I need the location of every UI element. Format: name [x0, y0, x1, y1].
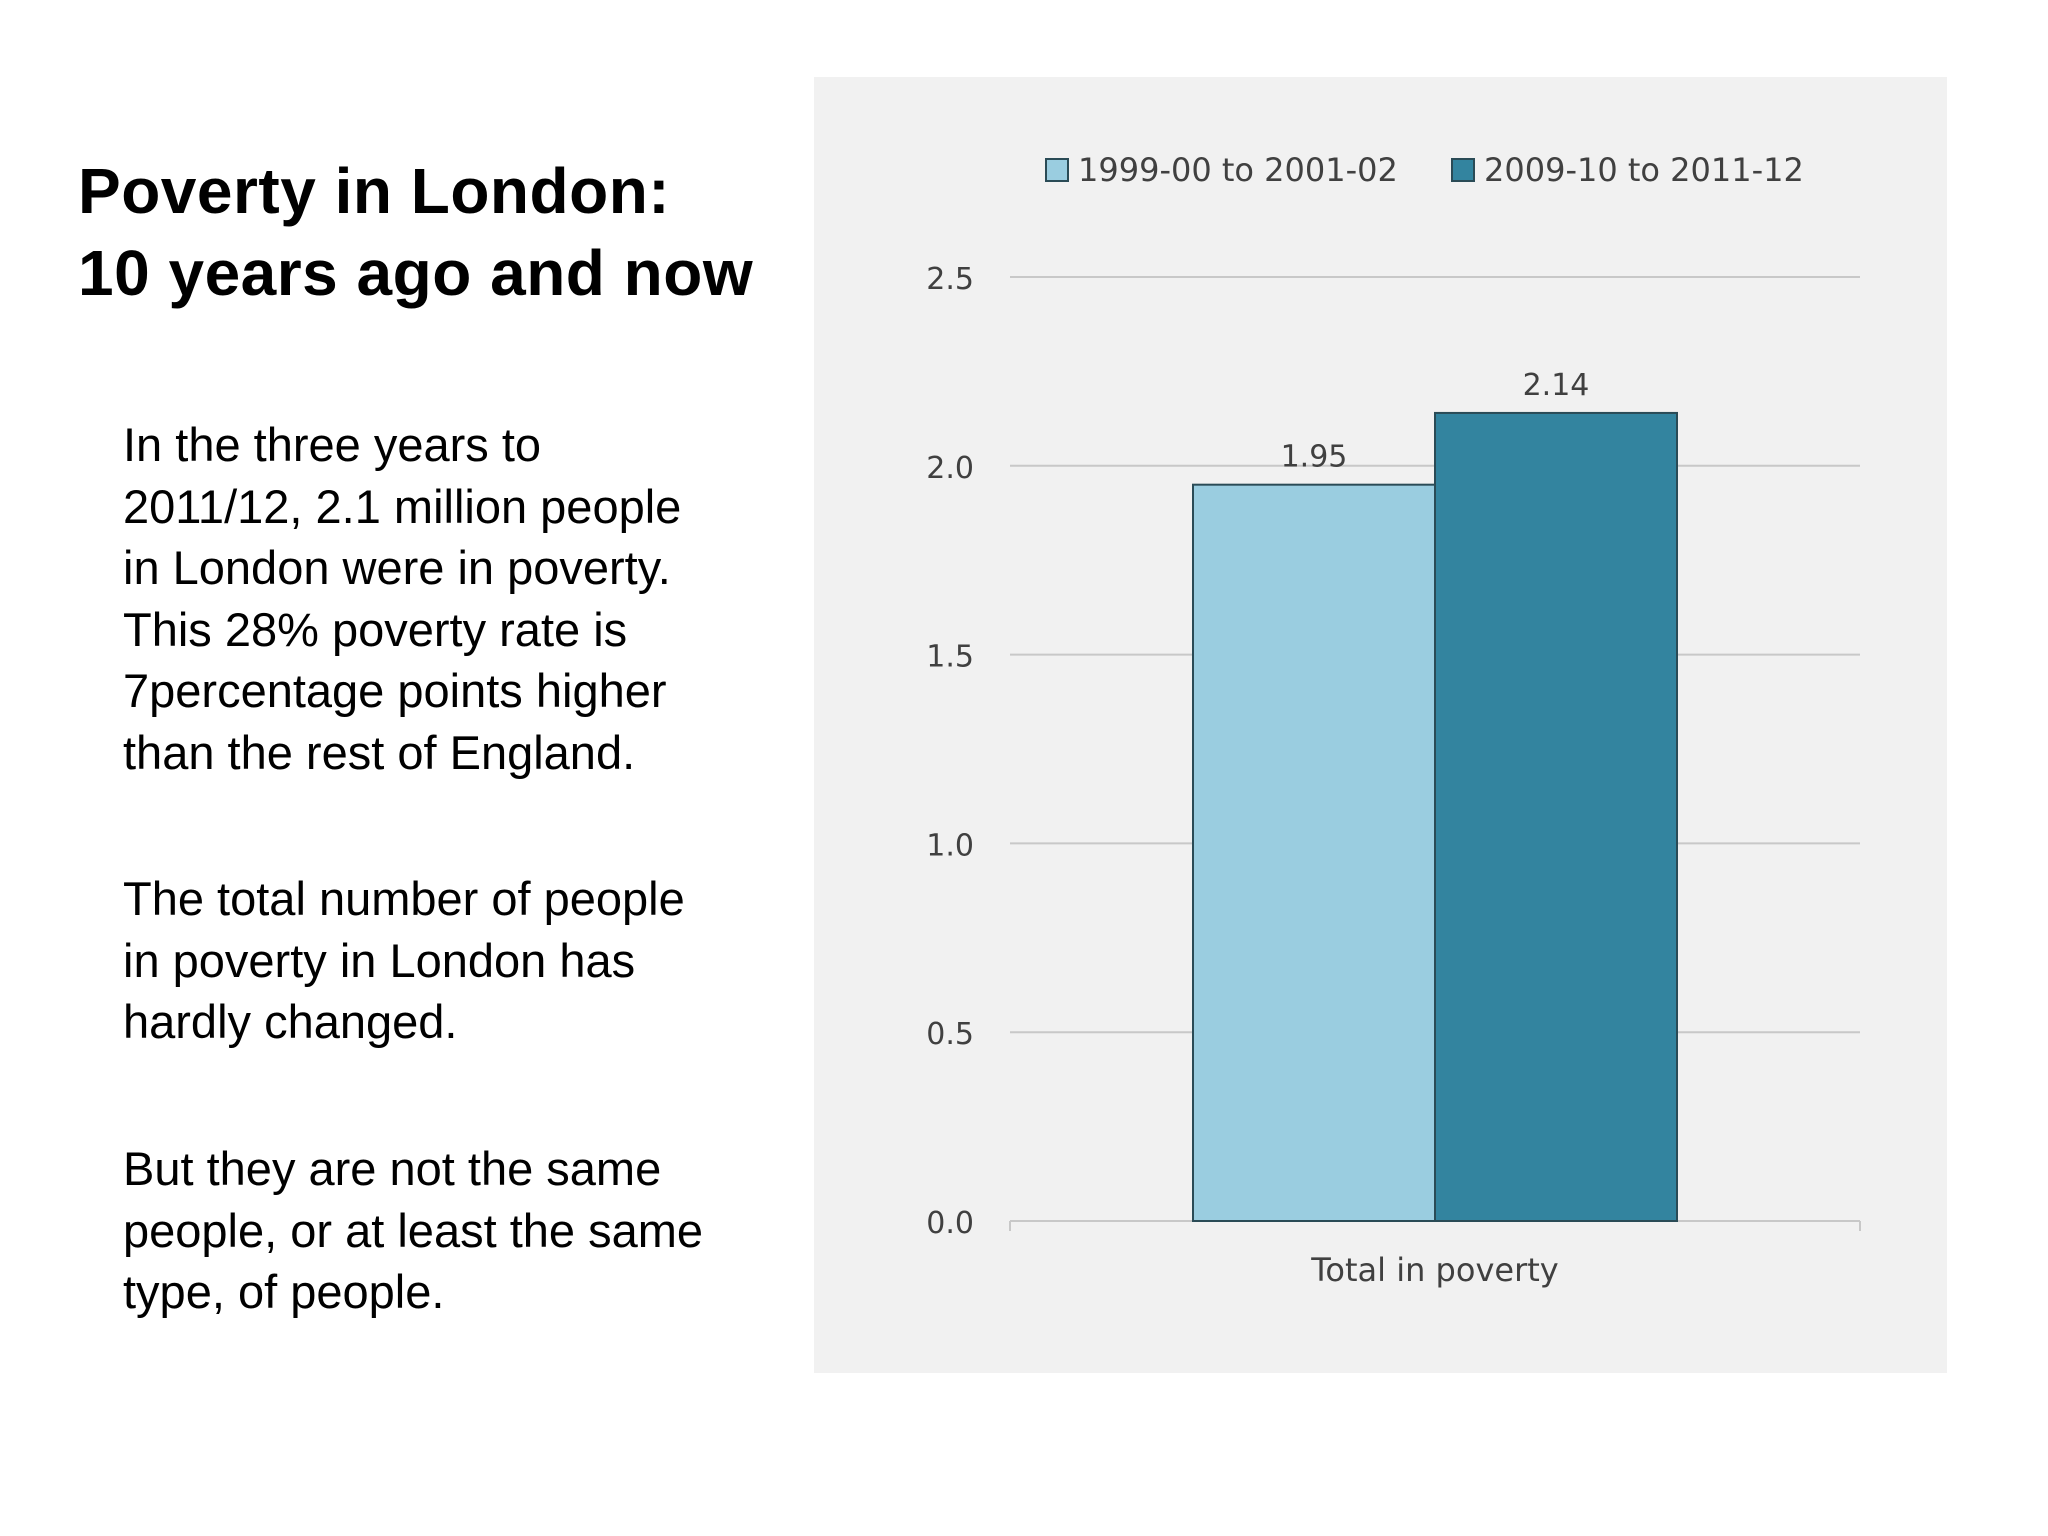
legend-label: 1999-00 to 2001-02	[1078, 151, 1398, 189]
paragraph-line: This 28% poverty rate is	[123, 602, 628, 656]
legend-swatch	[1045, 158, 1069, 182]
paragraph-line: type, of people.	[123, 1265, 445, 1318]
body-paragraph-not-same-people: But they are not the same people, or at …	[123, 1138, 783, 1323]
y-tick-label: 1.5	[926, 640, 974, 675]
paragraph-line: people, or at least the same	[123, 1203, 704, 1257]
paragraph-line: than the rest of England.	[123, 725, 636, 779]
x-category-label: Total in poverty	[1310, 1251, 1558, 1289]
paragraph-line: in London were in poverty.	[123, 541, 671, 594]
slide-title-line: Poverty in London:	[78, 155, 671, 227]
poverty-bar-chart: 0.0 0.5 1.0 1.5 2.0 2.5 1.95 2.14 Total in pover…	[926, 151, 1861, 1289]
paragraph-line: In the three years to	[123, 418, 542, 471]
body-paragraph-total-unchanged: The total number of people in poverty in…	[123, 868, 783, 1053]
bar-value-label: 1.95	[1281, 440, 1348, 475]
y-tick-label: 0.0	[926, 1206, 974, 1241]
chart-panel: 0.0 0.5 1.0 1.5 2.0 2.5 1.95 2.14 Total in pover…	[814, 77, 1947, 1373]
paragraph-line: 2011/12, 2.1 million people	[123, 479, 682, 533]
y-tick-label: 1.0	[926, 828, 974, 863]
legend-label: 2009-10 to 2011-12	[1484, 151, 1804, 189]
y-tick-label: 2.5	[926, 262, 974, 297]
body-paragraph-poverty-rate: In the three years to 2011/12, 2.1 milli…	[123, 414, 783, 783]
y-tick-label: 0.5	[926, 1017, 974, 1052]
paragraph-line: hardly changed.	[123, 995, 458, 1048]
paragraph-line: But they are not the same	[123, 1142, 662, 1195]
slide-title: Poverty in London: 10 years ago and now	[78, 150, 753, 314]
y-tick-label: 2.0	[926, 451, 974, 486]
bar-value-label: 2.14	[1523, 368, 1590, 403]
paragraph-line: 7percentage points higher	[123, 664, 667, 717]
bar	[1434, 411, 1678, 1223]
slide-title-line: 10 years ago and now	[78, 237, 754, 309]
paragraph-line: The total number of people	[123, 872, 685, 925]
paragraph-line: in poverty in London has	[123, 933, 636, 987]
legend-swatch	[1451, 158, 1475, 182]
bar	[1192, 483, 1436, 1222]
